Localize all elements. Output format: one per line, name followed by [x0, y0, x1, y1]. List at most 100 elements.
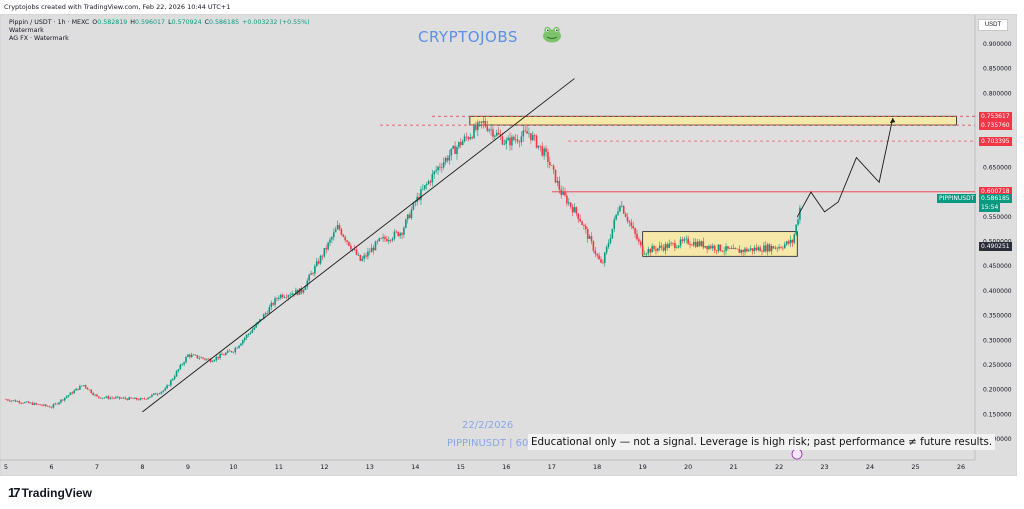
candle-body: [206, 358, 208, 360]
chart-area[interactable]: [0, 14, 1017, 476]
candle-body: [549, 161, 551, 166]
candle-body: [638, 239, 640, 242]
candle-body: [535, 135, 538, 148]
legend-symbol[interactable]: Pippin / USDT · 1h · MEXC: [9, 19, 90, 26]
candle-body: [111, 397, 113, 399]
candle-body: [435, 170, 437, 172]
candle-body: [492, 129, 494, 137]
candle-body: [711, 245, 714, 249]
candle-body: [8, 400, 11, 402]
candle-body: [319, 255, 322, 264]
candle-body: [365, 255, 367, 257]
candle-body: [285, 297, 288, 298]
candle-body: [268, 307, 271, 314]
candle-body: [478, 121, 481, 123]
candle-body: [571, 206, 574, 213]
candle-body: [82, 385, 85, 386]
symbol-legend: Pippin / USDT · 1h · MEXC O0.582819 H0.5…: [9, 19, 310, 43]
candle-body: [278, 297, 280, 299]
candle-body: [274, 298, 276, 305]
time-tick-label: 18: [593, 463, 601, 471]
candle-body: [401, 233, 403, 235]
candle-body: [264, 313, 267, 315]
candle-body: [615, 214, 617, 220]
candle-body: [336, 225, 339, 230]
legend-open-label: O: [92, 19, 98, 26]
candle-body: [717, 244, 720, 251]
candle-body: [630, 222, 633, 226]
candle-body: [721, 250, 724, 252]
candle-body: [190, 354, 193, 357]
candle-body: [537, 145, 540, 148]
price-tick-label: 0.100000: [983, 436, 1012, 443]
candle-body: [501, 136, 504, 145]
symbol-price-label: PIPPINUSDT: [937, 194, 977, 204]
candle-body: [31, 402, 34, 405]
projection-path[interactable]: [796, 117, 894, 218]
tradingview-brand[interactable]: 17 TradingView: [8, 485, 92, 500]
candle-body: [706, 246, 708, 250]
candle-body: [793, 234, 796, 243]
candle-body: [495, 132, 498, 136]
candle-body: [226, 350, 229, 353]
candle-body: [785, 241, 788, 245]
candle-body: [681, 239, 684, 241]
candle-body: [361, 258, 364, 261]
candle-body: [463, 136, 466, 142]
candle-body: [24, 402, 26, 404]
candle-body: [573, 207, 576, 213]
price-tag-countdown: 15:54: [979, 203, 1001, 213]
candle-body: [376, 240, 379, 242]
candle-body: [475, 126, 477, 130]
candle-body: [734, 247, 737, 249]
candle-body: [192, 354, 195, 356]
candle-body: [579, 219, 581, 222]
candle-body: [116, 396, 119, 398]
candle-body: [797, 219, 799, 225]
price-tick-label: 0.850000: [983, 66, 1012, 73]
candle-body: [685, 238, 688, 240]
candle-body: [749, 248, 752, 250]
legend-agfx-line[interactable]: AG FX · Watermark: [9, 35, 69, 42]
candle-body: [86, 387, 89, 390]
candle-body: [564, 191, 566, 196]
candle-body: [596, 253, 598, 256]
support-trendline[interactable]: [142, 78, 575, 413]
candle-body: [577, 213, 580, 220]
candle-body: [232, 352, 235, 353]
candle-body: [607, 243, 610, 247]
legend-watermark-line[interactable]: Watermark: [9, 27, 44, 34]
candle-body: [649, 248, 652, 253]
projection-arrowhead: [889, 118, 896, 124]
candle-body: [331, 237, 333, 240]
time-tick-label: 17: [548, 463, 556, 471]
candle-body: [405, 219, 407, 228]
resistance-zone[interactable]: [469, 115, 957, 126]
price-tick-label: 0.450000: [983, 263, 1012, 270]
candle-body: [560, 189, 562, 195]
candle-body: [480, 121, 483, 123]
tradingview-logo-icon: 17: [8, 485, 21, 500]
consolidation-box[interactable]: [642, 231, 798, 257]
candle-body: [213, 360, 216, 362]
currency-button[interactable]: USDT: [978, 19, 1008, 31]
candle-body: [753, 247, 756, 252]
candle-body: [657, 248, 659, 251]
replay-icon[interactable]: [791, 448, 803, 460]
candle-body: [132, 398, 134, 399]
candle-body: [283, 297, 286, 298]
candle-body: [43, 404, 45, 406]
candle-body: [621, 205, 623, 207]
candle-body: [531, 135, 534, 141]
candle-body: [586, 229, 589, 239]
candle-body: [461, 141, 464, 145]
candle-body: [315, 261, 318, 267]
candle-body: [670, 242, 672, 244]
candle-body: [355, 249, 358, 255]
candle-body: [198, 358, 201, 359]
candle-body: [20, 402, 22, 404]
candle-body: [75, 388, 77, 391]
candle-body: [200, 357, 202, 359]
candle-body: [382, 237, 384, 239]
